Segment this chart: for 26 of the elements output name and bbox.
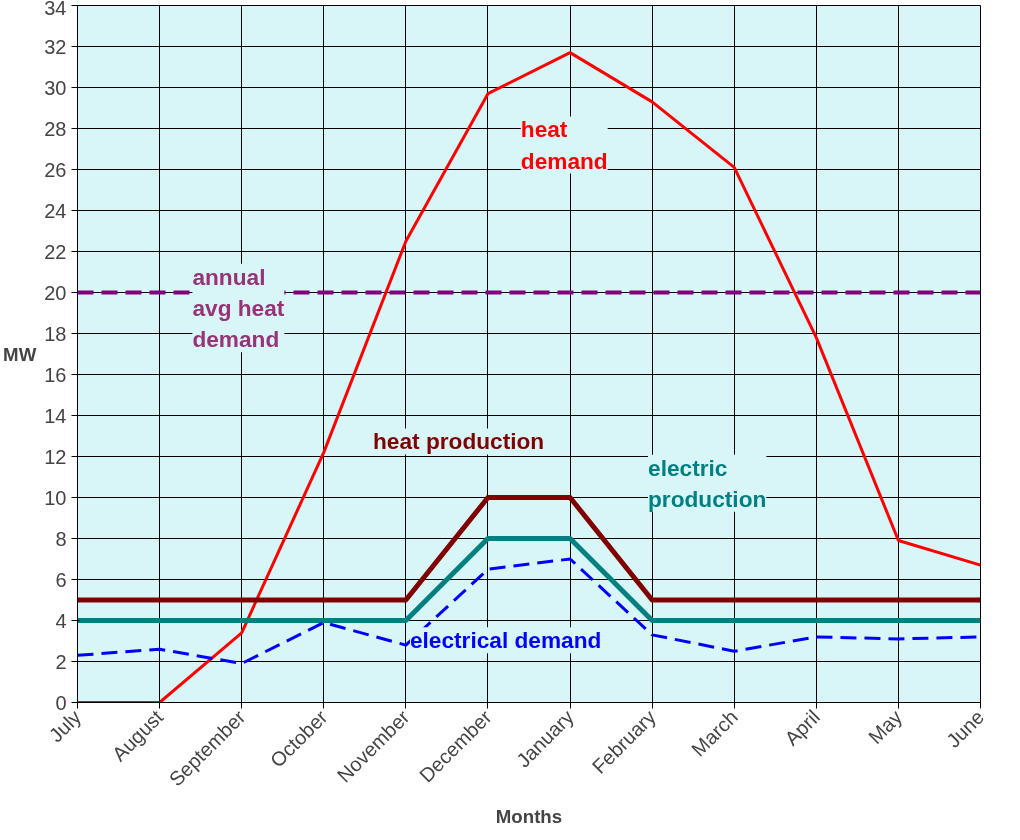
text: electric production [648,454,767,512]
y-tick-label: 30 [44,76,67,99]
series-label: heat production [373,428,545,455]
y-tick-label: 2 [55,650,67,673]
ref-line-label: annual avg heat demand [192,263,285,353]
y-tick-label: 24 [44,199,67,222]
y-tick-label: 16 [44,363,67,386]
series-label: heat demand [520,116,608,174]
y-tick-label: 20 [44,281,67,304]
y-tick-label: 12 [44,445,67,468]
y-tick-label: 0 [55,691,67,714]
y-tick-label: 26 [44,158,67,181]
y-tick-label: 14 [44,404,67,427]
x-axis-title: Months [495,806,563,828]
y-tick-label: 22 [44,240,67,263]
y-tick-label: 4 [55,609,67,632]
y-tick-label: 18 [44,322,67,345]
series-label: electrical demand [409,627,602,654]
y-axis-title: MW [3,343,37,365]
y-tick-label: 32 [44,35,67,58]
y-tick-label: 6 [55,568,67,591]
x-tick-label: May [863,705,907,748]
y-tick-label: 28 [44,117,67,140]
y-tick-label: 8 [55,527,67,550]
y-tick-label: 10 [44,486,67,509]
y-tick-label: 34 [44,0,67,19]
